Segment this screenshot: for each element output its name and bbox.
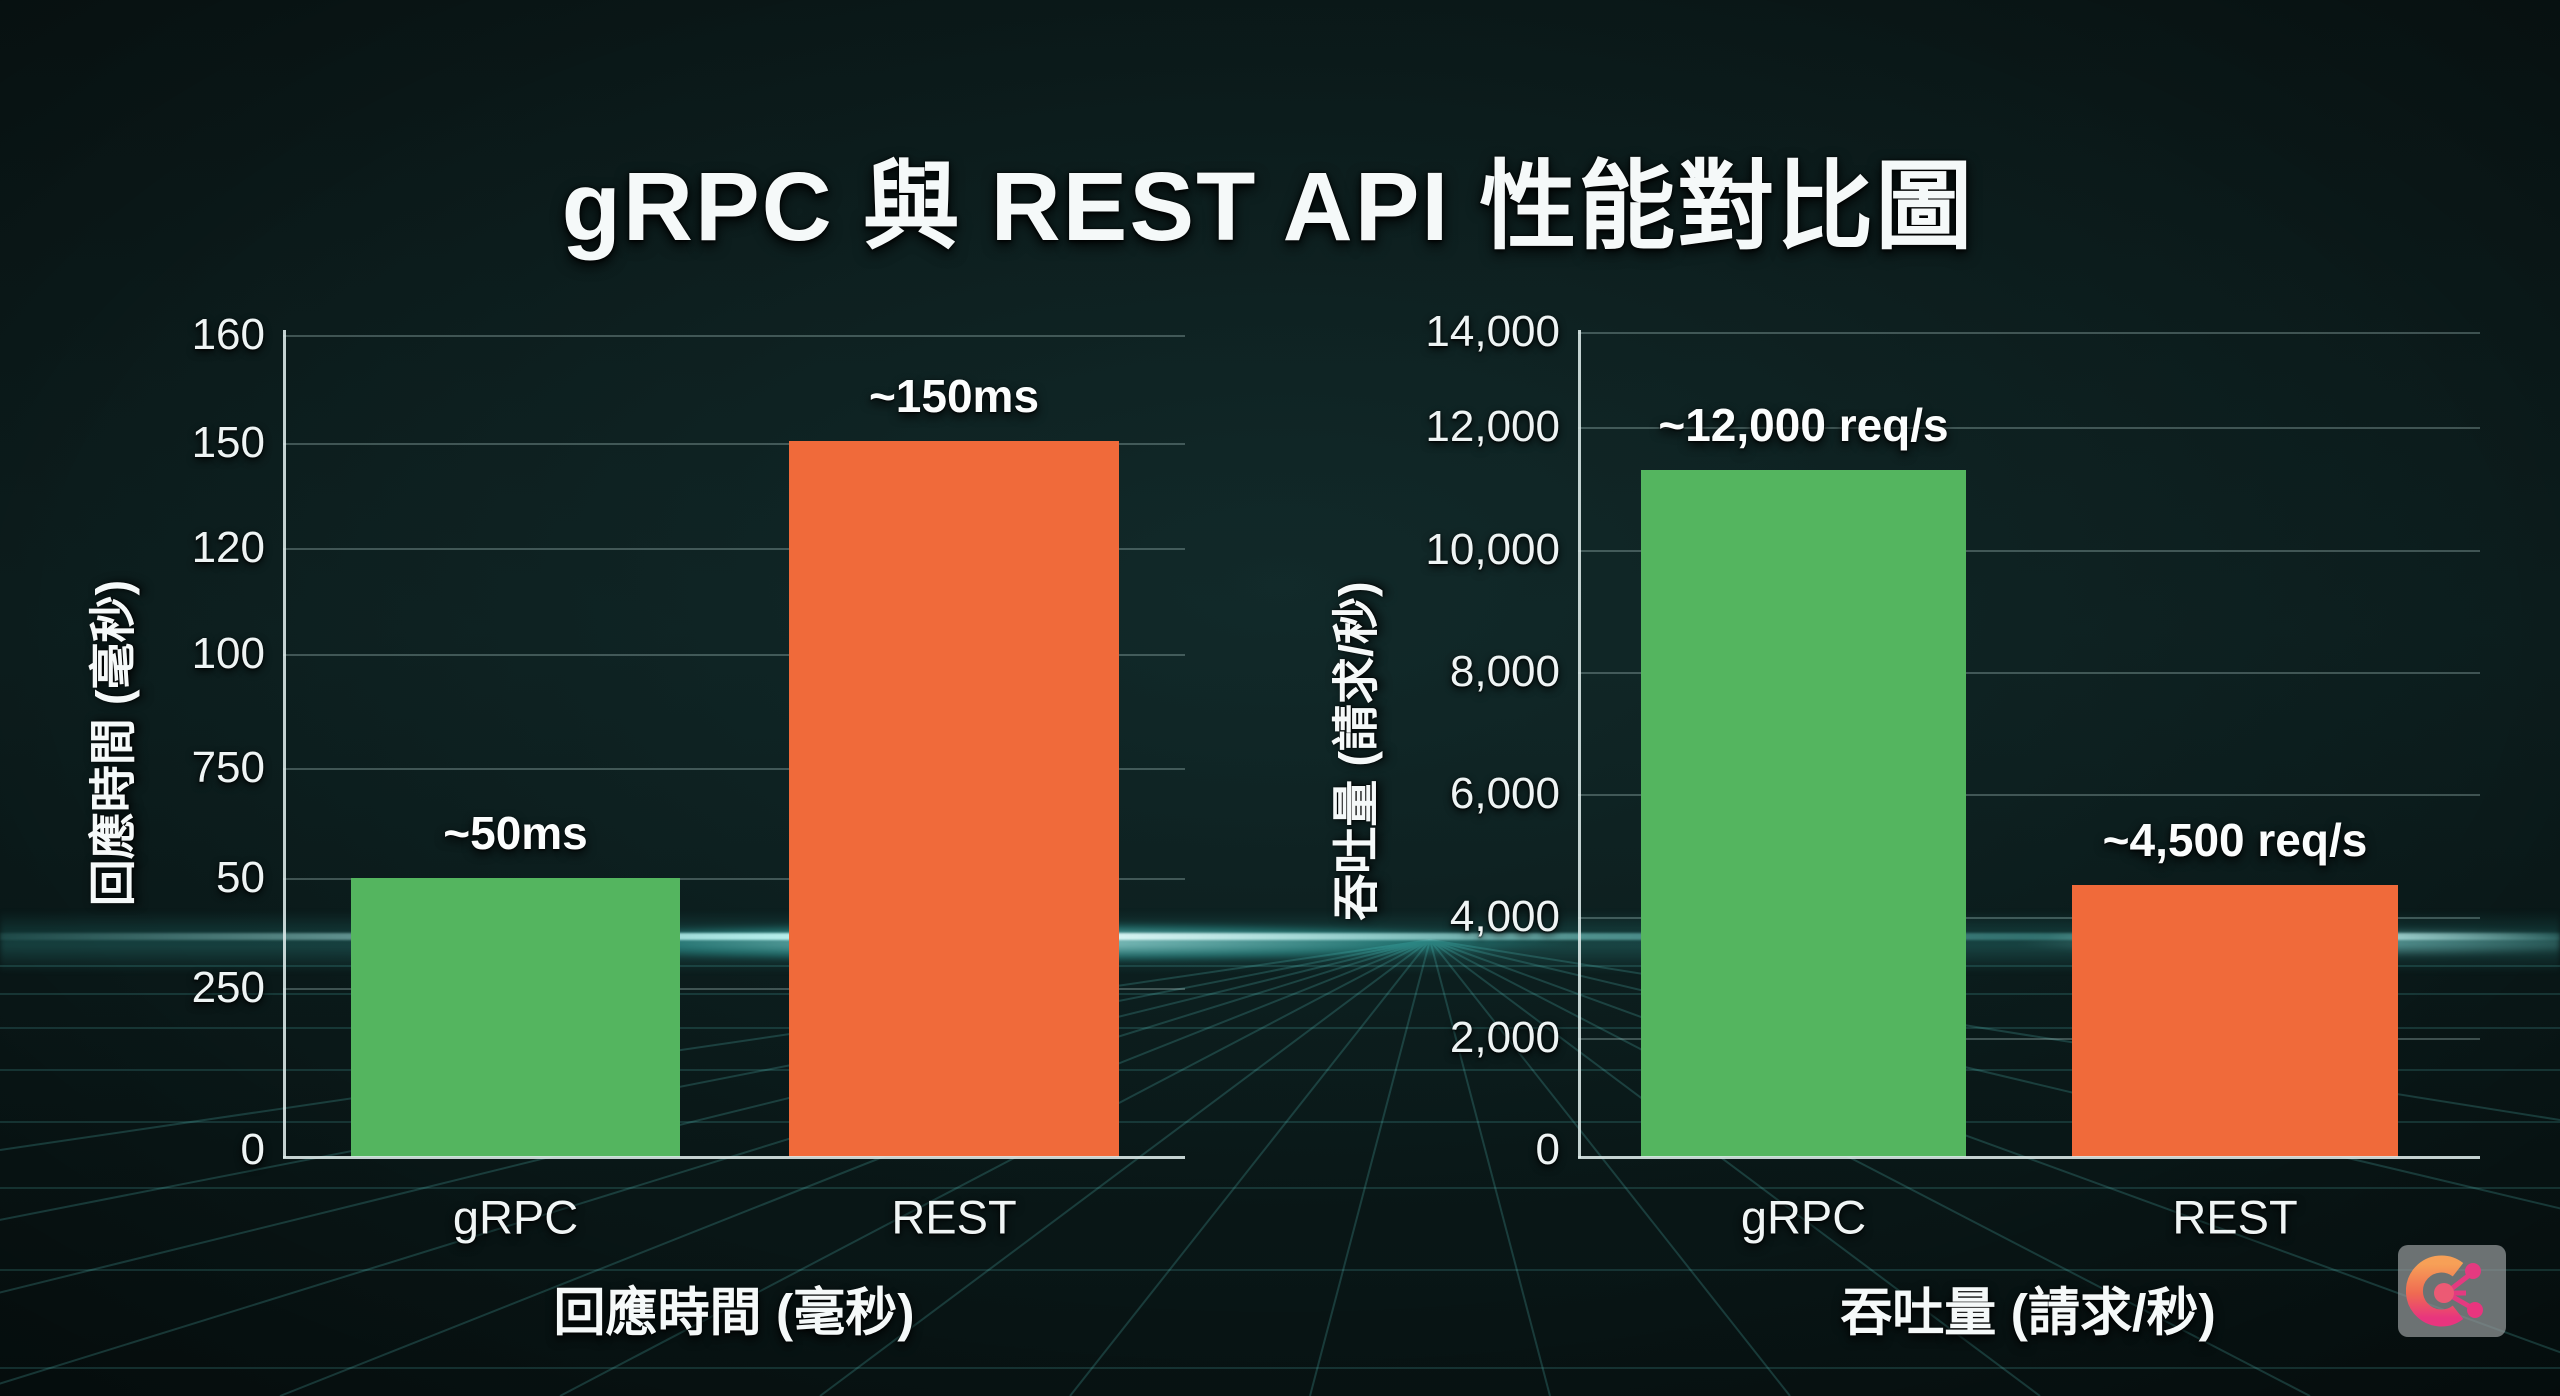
y-tick-label: 160: [191, 310, 265, 359]
gridline: [283, 443, 1185, 445]
gridline: [1578, 1038, 2480, 1040]
y-tick-label: 120: [191, 523, 265, 572]
bar-value-label: ~4,500 req/s: [2102, 814, 2368, 866]
y-tick-label: 250: [191, 963, 265, 1012]
x-axis-title: 吞吐量 (請求/秒): [1840, 1284, 2216, 1343]
y-tick-label: 750: [191, 743, 265, 792]
bar-rest: [789, 441, 1119, 1157]
brand-logo: [2398, 1245, 2506, 1337]
x-category-label: gRPC: [452, 1190, 579, 1244]
x-axis-line: [283, 1156, 1185, 1159]
bar-rest: [2072, 885, 2398, 1157]
bar-grpc: [351, 878, 680, 1157]
bar-value-label: ~150ms: [868, 370, 1040, 422]
y-tick-label: 2,000: [1449, 1013, 1560, 1062]
gridline: [283, 988, 1185, 990]
y-tick-label: 4,000: [1449, 892, 1560, 941]
x-category-label: gRPC: [1740, 1190, 1867, 1244]
gridline: [1578, 550, 2480, 552]
horizon-glow-core: [0, 933, 2560, 940]
y-axis-line: [1578, 330, 1581, 1158]
y-axis-title: 吞吐量 (請求/秒): [1329, 581, 1383, 921]
gridline: [1578, 672, 2480, 674]
gridline: [1578, 427, 2480, 429]
y-tick-label: 10,000: [1425, 525, 1560, 574]
y-tick-label: 0: [240, 1125, 265, 1174]
c-arc-icon: [2406, 1255, 2464, 1327]
x-axis-line: [1578, 1156, 2480, 1159]
brand-logo-icon: [2406, 1255, 2483, 1327]
y-tick-label: 150: [191, 418, 265, 467]
y-tick-label: 6,000: [1449, 769, 1560, 818]
x-axis-title: 回應時間 (毫秒): [553, 1284, 915, 1343]
x-category-label: REST: [2172, 1190, 2298, 1244]
network-share-icon: [2434, 1263, 2483, 1318]
gridline: [283, 878, 1185, 880]
y-axis-title: 回應時間 (毫秒): [86, 579, 140, 907]
bar-grpc: [1641, 470, 1966, 1157]
gridline: [283, 335, 1185, 337]
y-tick-label: 8,000: [1449, 647, 1560, 696]
y-tick-label: 100: [191, 629, 265, 678]
gridline: [283, 768, 1185, 770]
bar-value-label: ~50ms: [443, 807, 588, 859]
bar-value-label: ~12,000 req/s: [1658, 399, 1949, 451]
y-axis-line: [283, 330, 286, 1158]
gridline: [1578, 794, 2480, 796]
y-tick-label: 50: [216, 853, 265, 902]
gridline: [283, 654, 1185, 656]
y-tick-label: 14,000: [1425, 307, 1560, 356]
gridline: [1578, 332, 2480, 334]
page-title: gRPC 與 REST API 性能對比圖: [561, 151, 1975, 261]
y-tick-label: 0: [1535, 1125, 1560, 1174]
gridline: [283, 548, 1185, 550]
y-tick-label: 12,000: [1425, 402, 1560, 451]
x-category-label: REST: [891, 1190, 1017, 1244]
